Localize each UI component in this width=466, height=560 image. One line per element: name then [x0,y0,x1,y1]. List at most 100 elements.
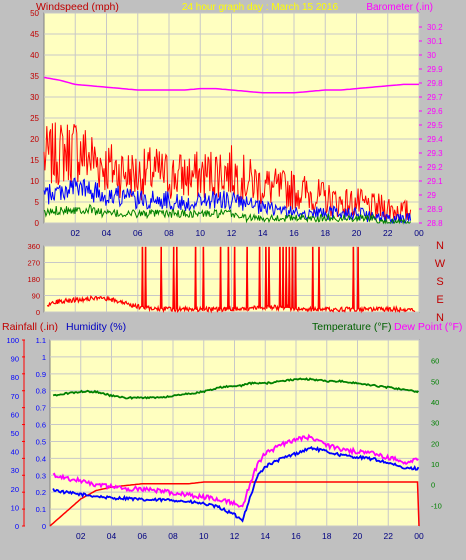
barometer-tick-0: 28.8 [427,219,443,228]
direction-tick-3: 270 [27,259,40,268]
wind-time-tick-11: 00 [414,228,424,238]
windspeed-tick-1: 5 [35,198,40,207]
rain-tick-6: 0.6 [36,421,46,430]
wind-time-tick-0: 02 [71,228,81,238]
temperature-tick-4: 30 [431,419,439,428]
rainfall-title: Rainfall (.in) [2,321,58,333]
rain-time-tick-5: 12 [230,531,240,541]
windspeed-tick-2: 10 [30,177,39,186]
windspeed-tick-4: 20 [30,135,39,144]
wind-barometer-grid [44,12,420,224]
compass-label-2: S [436,276,443,288]
humidity-tick-5: 50 [11,429,19,438]
rain-tick-7: 0.7 [36,404,46,413]
barometer-title: Barometer (.in) [366,2,433,13]
compass-label-3: E [436,294,443,306]
humidity-tick-10: 100 [6,336,19,345]
windspeed-tick-8: 40 [30,51,39,60]
barometer-axis: 28.8 28.9 29 29.1 29.2 29.3 29.4 29.5 29.6 29.7 29… [419,23,443,228]
humidity-tick-4: 40 [11,448,19,457]
humidity-tick-6: 60 [11,410,19,419]
temperature-tick-5: 40 [431,398,439,407]
barometer-tick-8: 29.6 [427,107,443,116]
gust-series [43,122,412,223]
wind-time-tick-1: 04 [102,228,112,238]
barometer-tick-6: 29.4 [427,135,443,144]
wind-time-tick-10: 22 [383,228,393,238]
rain-tick-11: 1.1 [36,336,46,345]
wind-barometer-series [43,76,419,225]
humidity-series [52,445,420,523]
wind-time-tick-3: 08 [164,228,174,238]
temperature-axis: -10 0 10 20 30 40 50 60 [431,357,442,511]
barometer-tick-2: 29 [427,191,436,200]
rain-time-axis: 02 04 06 08 10 12 14 16 18 20 22 00 [76,531,424,541]
windspeed-tick-7: 35 [30,72,39,81]
rain-tick-2: 0.2 [36,488,46,497]
wind-time-tick-7: 16 [289,228,299,238]
barometer-tick-12: 30 [427,51,436,60]
dewpoint-series [52,433,419,508]
rain-time-tick-1: 04 [107,531,117,541]
temperature-series [52,377,420,400]
rain-time-tick-10: 22 [384,531,394,541]
wind-time-tick-6: 14 [258,228,268,238]
rain-time-tick-11: 00 [414,531,424,541]
windspeed-tick-5: 25 [30,114,39,123]
low-wind-series [43,203,412,225]
compass-label-0: N [436,240,444,252]
wind-time-tick-2: 06 [133,228,143,238]
windspeed-axis: 0 5 10 15 20 25 30 35 40 45 50 [30,9,39,228]
rain-time-tick-4: 10 [199,531,209,541]
direction-tick-2: 180 [27,275,40,284]
humidity-tick-0: 0 [15,522,19,531]
rain-time-tick-7: 16 [291,531,301,541]
compass-label-4: N [436,312,444,324]
humidity-tick-2: 20 [11,485,19,494]
wind-time-axis: 02 04 06 08 10 12 14 16 18 20 22 00 [71,228,424,238]
barometer-tick-10: 29.8 [427,79,443,88]
barometer-tick-1: 28.9 [427,205,443,214]
wind-time-tick-9: 20 [352,228,362,238]
temperature-tick-2: 10 [431,460,439,469]
rain-humidity-temperature-series [49,377,420,527]
rain-tick-10: 1 [42,353,46,362]
rainfall-axis: 0 0.1 0.2 0.3 0.4 0.5 0.6 0.7 0.8 0.9 1 1.1 [22,336,46,531]
wind-time-tick-5: 12 [227,228,237,238]
barometer-tick-13: 30.1 [427,37,443,46]
barometer-tick-5: 29.3 [427,149,443,158]
barometer-tick-3: 29.1 [427,177,443,186]
barometer-tick-7: 29.5 [427,121,443,130]
humidity-tick-8: 80 [11,373,19,382]
barometer-tick-9: 29.7 [427,93,443,102]
temperature-tick-6: 50 [431,377,439,386]
compass-label-1: W [435,258,446,270]
direction-tick-4: 360 [27,242,40,251]
windspeed-tick-0: 0 [35,219,40,228]
humidity-title: Humidity (%) [66,321,126,333]
rain-time-tick-8: 18 [322,531,332,541]
humidity-tick-3: 30 [11,466,19,475]
rain-time-tick-2: 06 [138,531,148,541]
temperature-tick-3: 20 [431,439,439,448]
temperature-title: Temperature (°F) [312,321,391,333]
wind-direction-grid [44,245,420,313]
windspeed-tick-10: 50 [30,9,39,18]
avg-wind-series [43,177,412,225]
humidity-tick-7: 70 [11,392,19,401]
graph-title: 24 hour graph day : March 15 2016 [182,2,339,13]
temperature-tick-0: -10 [431,501,442,510]
rain-time-tick-0: 02 [76,531,86,541]
barometer-tick-11: 29.9 [427,65,443,74]
barometer-tick-14: 30.2 [427,23,443,32]
rain-tick-5: 0.5 [36,437,46,446]
humidity-tick-9: 90 [11,355,19,364]
rain-tick-0: 0 [42,522,46,531]
humidity-tick-1: 10 [11,503,19,512]
humidity-axis: 0 10 20 30 40 50 60 70 80 90 100 [6,336,19,531]
wind-time-tick-4: 10 [196,228,206,238]
rain-tick-4: 0.4 [36,454,46,463]
temperature-tick-1: 0 [431,481,435,490]
windspeed-tick-9: 45 [30,30,39,39]
